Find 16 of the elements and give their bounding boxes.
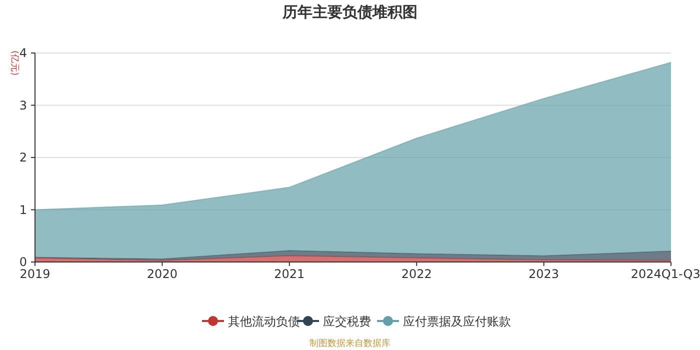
y-tick-label: 2 <box>19 150 27 164</box>
legend-label: 应付票据及应付账款 <box>403 314 511 328</box>
x-tick-label: 2024Q1-Q3 <box>630 267 700 281</box>
x-tick-label: 2022 <box>401 267 432 281</box>
y-tick-label: 1 <box>19 202 27 217</box>
y-tick-label: 4 <box>19 46 27 60</box>
chart-title: 历年主要负债堆积图 <box>282 3 418 21</box>
y-tick-label: 3 <box>19 98 27 112</box>
x-tick-label: 2021 <box>274 267 305 281</box>
legend-label: 应交税费 <box>323 314 371 328</box>
x-tick-label: 2019 <box>20 267 50 281</box>
x-tick-label: 2023 <box>528 267 560 281</box>
x-tick-label: 2020 <box>146 267 178 281</box>
y-tick-label: 0 <box>19 255 27 269</box>
text: 制图数据来自数据库 <box>310 338 390 349</box>
y-axis-title: (亿元) <box>9 50 20 76</box>
